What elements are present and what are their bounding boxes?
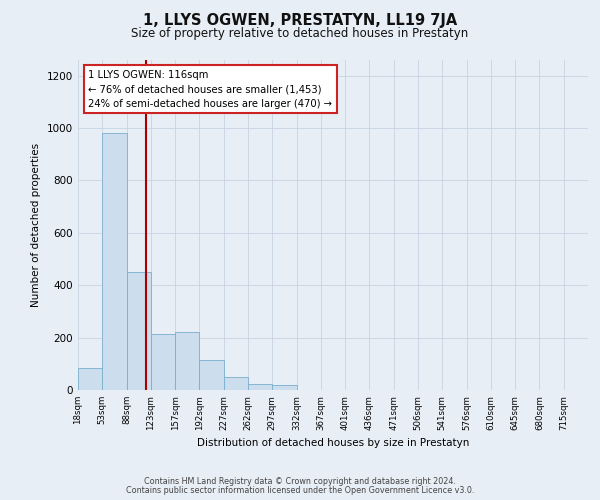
X-axis label: Distribution of detached houses by size in Prestatyn: Distribution of detached houses by size … [197,438,469,448]
Bar [78,368,102,390]
Bar [272,386,296,390]
Bar [151,334,175,390]
Text: 1, LLYS OGWEN, PRESTATYN, LL19 7JA: 1, LLYS OGWEN, PRESTATYN, LL19 7JA [143,12,457,28]
Y-axis label: Number of detached properties: Number of detached properties [31,143,41,307]
Bar [175,332,199,390]
Bar [248,384,272,390]
Text: Size of property relative to detached houses in Prestatyn: Size of property relative to detached ho… [131,28,469,40]
Bar [224,377,248,390]
Text: 1 LLYS OGWEN: 116sqm
← 76% of detached houses are smaller (1,453)
24% of semi-de: 1 LLYS OGWEN: 116sqm ← 76% of detached h… [88,70,332,108]
Bar [102,134,127,390]
Bar [199,360,224,390]
Text: Contains HM Land Registry data © Crown copyright and database right 2024.: Contains HM Land Registry data © Crown c… [144,477,456,486]
Text: Contains public sector information licensed under the Open Government Licence v3: Contains public sector information licen… [126,486,474,495]
Bar [127,272,151,390]
